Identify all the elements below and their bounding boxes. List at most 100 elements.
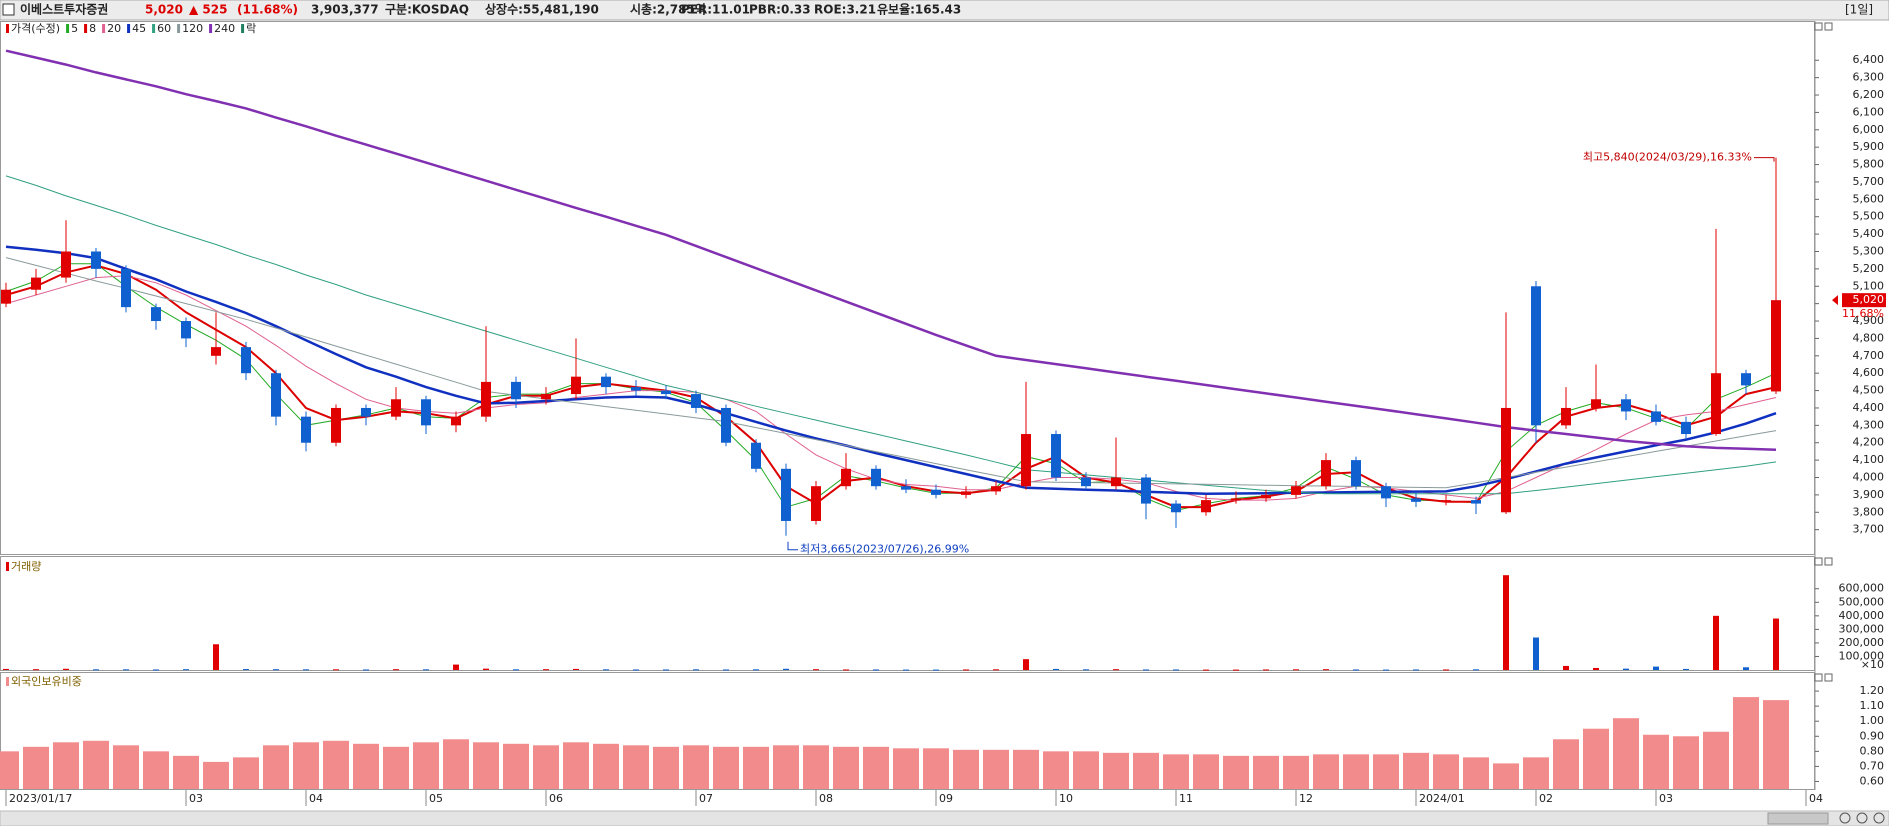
checkbox[interactable]: [2, 3, 15, 16]
price: 5,020: [145, 3, 183, 17]
bar: [603, 669, 609, 671]
last-price-pointer: [1832, 295, 1838, 306]
panel-button[interactable]: [1814, 22, 1823, 31]
bar: [1403, 752, 1429, 789]
y-tick-label: 4,400: [1853, 401, 1885, 414]
panel-button[interactable]: [1824, 557, 1833, 566]
x-tick-label: 05: [429, 792, 443, 805]
bar: [533, 745, 559, 789]
bar: [1113, 669, 1119, 671]
bar: [773, 745, 799, 789]
legend-label: 락: [246, 22, 256, 35]
candle-body: [1, 289, 11, 304]
bar: [143, 751, 169, 789]
legend-swatch: [6, 677, 9, 686]
bar: [303, 669, 309, 671]
y-tick-label: 6,400: [1853, 53, 1885, 66]
zoom-out[interactable]: [1839, 812, 1851, 824]
bar: [1713, 615, 1719, 670]
bar: [1023, 659, 1029, 670]
bar: [1763, 700, 1789, 789]
period[interactable]: [1일]: [1845, 3, 1873, 17]
x-tick-label: 12: [1299, 792, 1313, 805]
bar: [1583, 728, 1609, 789]
candle-body: [1051, 434, 1061, 478]
bar: [1643, 734, 1669, 789]
x-tick-label: 11: [1179, 792, 1193, 805]
candle-body: [511, 381, 521, 400]
y-tick-label: 6,200: [1853, 88, 1885, 101]
bar: [503, 743, 529, 789]
y-tick-label: 400,000: [1839, 609, 1885, 622]
scrollbar[interactable]: [0, 810, 1889, 826]
candle-body: [1261, 494, 1271, 499]
x-tick-label: 04: [1809, 792, 1823, 805]
y-tick-label: 6,100: [1853, 105, 1885, 118]
legend-swatch: [6, 562, 9, 571]
candle-body: [1711, 373, 1721, 435]
zoom-in[interactable]: [1856, 812, 1868, 824]
y-tick-label: 6,300: [1853, 71, 1885, 84]
candle-body: [571, 376, 581, 395]
bar: [1463, 757, 1489, 789]
shares: 상장수:55,481,190: [485, 2, 599, 17]
bar: [203, 761, 229, 789]
bar: [563, 742, 589, 789]
bar: [323, 740, 349, 789]
bar: [1653, 666, 1659, 670]
bar: [473, 742, 499, 789]
zoom-reset[interactable]: [1873, 812, 1885, 824]
bar: [443, 739, 469, 789]
y-tick-label: 1.10: [1860, 699, 1885, 712]
candle-body: [1591, 399, 1601, 408]
candle-body: [271, 373, 281, 417]
panel-button[interactable]: [1824, 22, 1833, 31]
candle-body: [421, 399, 431, 426]
bar: [1103, 752, 1129, 789]
bar: [1493, 763, 1519, 789]
candle-body: [1561, 407, 1571, 426]
bar: [183, 669, 189, 671]
panel-button[interactable]: [1814, 673, 1823, 682]
y-tick-label: 5,900: [1853, 140, 1885, 153]
bar: [873, 669, 879, 671]
bar: [0, 751, 19, 789]
candle-body: [61, 251, 71, 278]
pbr: PBR:0.33: [749, 3, 811, 17]
annotation-arrow: [1754, 157, 1775, 162]
candle-body: [1291, 486, 1301, 495]
bar: [1053, 668, 1059, 670]
bar: [1353, 669, 1359, 671]
y-tick-label: 300,000: [1839, 622, 1885, 635]
candle-body: [1531, 286, 1541, 426]
candle-body: [1741, 373, 1751, 386]
x-tick-label: 2023/01/17: [9, 792, 72, 805]
y-tick-label: 5,200: [1853, 262, 1885, 275]
y-tick-label: 5,300: [1853, 244, 1885, 257]
bar: [1143, 669, 1149, 671]
bar: [1673, 736, 1699, 789]
bar: [1683, 668, 1689, 670]
y-tick-label: 5,500: [1853, 210, 1885, 223]
bar: [1193, 754, 1219, 789]
candle-body: [361, 407, 371, 417]
bar: [723, 669, 729, 671]
panel-button[interactable]: [1814, 557, 1823, 566]
panel-button[interactable]: [1824, 673, 1833, 682]
candle-body: [151, 307, 161, 322]
panel-title: 외국인보유비중: [11, 675, 82, 688]
panel-buttons: [1814, 22, 1833, 682]
bar: [1373, 754, 1399, 789]
last-price-box: [1842, 293, 1886, 308]
unit-label: ×10: [1861, 658, 1884, 671]
candle-body: [961, 491, 971, 495]
bar: [213, 644, 219, 670]
bar: [813, 669, 819, 671]
y-tick-label: 0.90: [1860, 729, 1885, 742]
bar: [1523, 757, 1549, 789]
roe: ROE:3.21: [814, 3, 876, 17]
candle-body: [691, 394, 701, 408]
y-tick-label: 5,600: [1853, 192, 1885, 205]
scroll-thumb[interactable]: [1767, 812, 1829, 825]
